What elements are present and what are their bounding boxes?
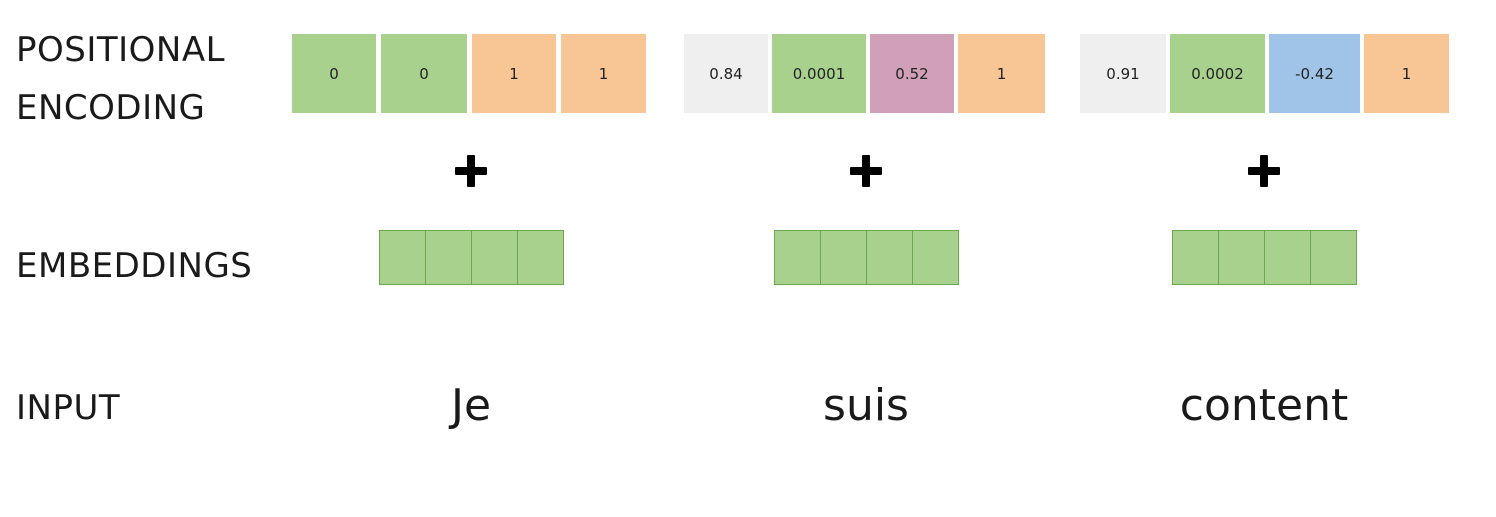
embedding-vector-je [379,230,564,285]
plus-icon [1248,155,1280,187]
embedding-cell [867,231,913,284]
pe-cell: 0.0001 [772,34,866,113]
pe-cell: 0.52 [870,34,954,113]
positional-encoding-label-line2: ENCODING [16,88,206,128]
embeddings-label: EMBEDDINGS [16,246,253,286]
embedding-cell [775,231,821,284]
pe-cell: 0 [292,34,376,113]
embedding-vector-suis [774,230,959,285]
embedding-cell [913,231,958,284]
pe-cell: -0.42 [1269,34,1360,113]
plus-icon [455,155,487,187]
positional-encoding-vector-suis: 0.84 0.0001 0.52 1 [684,34,1045,113]
embedding-cell [518,231,563,284]
embedding-cell [821,231,867,284]
pe-cell: 0 [381,34,467,113]
pe-cell: 0.84 [684,34,768,113]
pe-cell: 1 [1364,34,1449,113]
pe-cell: 1 [958,34,1045,113]
embedding-cell [1311,231,1356,284]
embedding-cell [380,231,426,284]
pe-cell: 0.91 [1080,34,1166,113]
pe-cell: 0.0002 [1170,34,1265,113]
embedding-cell [1173,231,1219,284]
positional-encoding-label: POSITIONAL ENCODING [16,28,225,130]
input-word-content: content [1179,380,1349,431]
embedding-vector-content [1172,230,1357,285]
input-word-je: Je [450,380,492,431]
positional-encoding-label-line1: POSITIONAL [16,30,226,70]
embedding-cell [472,231,518,284]
input-label: INPUT [16,388,121,428]
positional-encoding-vector-je: 0 0 1 1 [292,34,646,113]
embedding-cell [1219,231,1265,284]
embedding-cell [1265,231,1311,284]
pe-cell: 1 [561,34,646,113]
input-word-suis: suis [823,380,909,431]
positional-encoding-vector-content: 0.91 0.0002 -0.42 1 [1080,34,1449,113]
embedding-cell [426,231,472,284]
plus-icon [850,155,882,187]
pe-cell: 1 [472,34,556,113]
